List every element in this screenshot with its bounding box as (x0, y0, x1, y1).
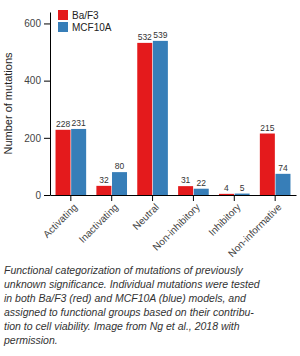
tick: Non-inhibitory (151, 195, 202, 253)
tick-mark (275, 195, 276, 201)
tick-mark (44, 138, 50, 139)
tick-mark (111, 195, 112, 201)
data-label: 231 (72, 118, 86, 128)
bar (178, 186, 193, 195)
caption-line: assigned to functional groups based on t… (4, 306, 254, 318)
data-label: 32 (99, 175, 109, 185)
tick-label: Inhibitory (206, 201, 242, 237)
data-label: 74 (278, 163, 288, 173)
tick-label: 200 (24, 133, 41, 144)
tick: 200 (24, 133, 50, 144)
caption-line: Functional categorization of mutations o… (4, 264, 243, 276)
bar (112, 172, 127, 195)
bar (153, 41, 168, 195)
bar (275, 174, 290, 195)
legend-swatch (58, 10, 68, 20)
y-axis: 0 200 400 600 (24, 13, 50, 201)
data-label: 4 (224, 183, 229, 193)
tick-label: Non-informative (226, 201, 284, 259)
data-label: 228 (56, 119, 70, 129)
x-axis: ActivatingInactivating NeutralNon-inhibit… (41, 195, 297, 259)
tick: Neutral (130, 195, 161, 232)
data-label: 5 (240, 183, 245, 193)
tick-mark (44, 81, 50, 82)
data-label: 22 (197, 178, 207, 188)
legend: Ba/F3MCF10A (58, 10, 112, 33)
tick: 600 (24, 18, 50, 29)
data-label: 532 (138, 32, 152, 42)
data-label: 539 (153, 30, 167, 40)
tick-mark (44, 195, 50, 196)
data-label: 80 (115, 161, 125, 171)
tick-mark (44, 23, 50, 24)
axis-line (50, 13, 51, 196)
data-label: 31 (181, 175, 191, 185)
tick: Non-informative (226, 195, 284, 259)
bar (219, 194, 234, 195)
caption: Functional categorization of mutations o… (3, 264, 261, 346)
tick-mark (234, 195, 235, 201)
bar (137, 43, 152, 195)
bar (71, 129, 86, 195)
tick-label: Non-inhibitory (151, 201, 202, 252)
chart: 228 32 532 31 4 215 231 80 539 22 5 74 0 200 400 600 Act… (0, 0, 300, 356)
bar (56, 130, 71, 195)
tick-label: Neutral (130, 201, 161, 232)
bar (194, 189, 209, 195)
bar (235, 194, 250, 195)
tick-mark (152, 195, 153, 201)
tick-mark (193, 195, 194, 201)
legend-label: MCF10A (72, 22, 112, 33)
tick-label: Inactivating (77, 201, 121, 245)
tick-mark (70, 195, 71, 201)
tick: Inactivating (77, 195, 121, 245)
legend-label: Ba/F3 (72, 10, 99, 21)
caption-line: unknown significance. Individual mutatio… (4, 278, 261, 290)
y-axis-title: Number of mutations (2, 52, 14, 155)
tick: Inhibitory (206, 195, 242, 238)
data-labels: 228 32 532 31 4 215 231 80 539 22 5 74 (56, 30, 288, 193)
tick: Activating (41, 195, 79, 240)
bar (260, 134, 275, 195)
bars (56, 41, 291, 195)
tick: 0 (35, 190, 50, 201)
axis-line (51, 195, 297, 196)
legend-swatch (58, 22, 68, 32)
bar (96, 186, 111, 195)
tick: 400 (24, 75, 50, 86)
tick-label: 600 (24, 18, 41, 29)
tick-label: 400 (24, 75, 41, 86)
data-label: 215 (260, 123, 274, 133)
caption-line: in both Ba/F3 (red) and MCF10A (blue) mo… (4, 292, 247, 304)
tick-label: Activating (41, 201, 79, 239)
caption-line: permission. (3, 334, 58, 346)
tick-label: 0 (35, 190, 41, 201)
caption-line: tion to cell viability. Image from Ng et… (4, 320, 240, 332)
